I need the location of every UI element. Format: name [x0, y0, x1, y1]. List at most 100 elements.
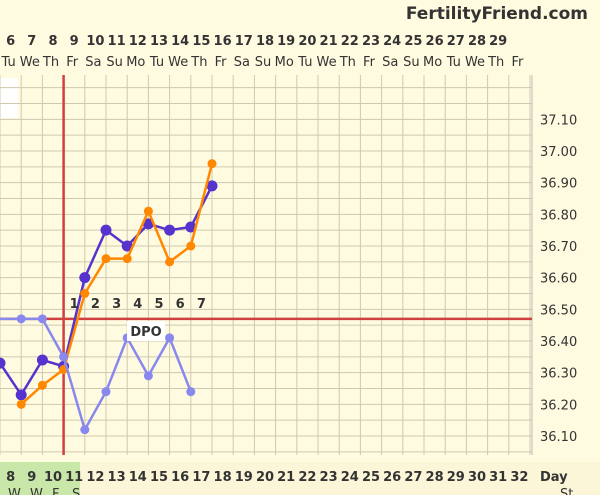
- series-0-point: [15, 389, 27, 401]
- cycle-day-label: 13: [150, 34, 168, 49]
- weekday-label: Tu: [446, 55, 461, 70]
- series-2-point: [165, 333, 175, 343]
- series-2-point: [143, 371, 153, 381]
- date-label: 10: [44, 470, 62, 485]
- weekday-label: Fr: [363, 55, 376, 70]
- y-tick-label: 36.80: [540, 208, 577, 223]
- cycle-day-label: 6: [6, 34, 15, 49]
- cycle-day-label: 24: [383, 34, 401, 49]
- series-1-point: [80, 289, 90, 298]
- date-label: 19: [235, 470, 253, 485]
- series-0-point: [79, 272, 91, 284]
- plot-area: [0, 75, 532, 455]
- weekday-label: Th: [42, 55, 59, 70]
- cycle-day-label: 9: [70, 34, 79, 49]
- date-label: 26: [383, 470, 401, 485]
- cycle-day-label: 12: [129, 34, 147, 49]
- y-tick-label: 36.70: [540, 240, 577, 255]
- date-label: 11: [65, 470, 83, 485]
- cycle-day-label: 8: [48, 34, 57, 49]
- series-1-point: [101, 254, 111, 264]
- cycle-day-label: 7: [27, 34, 36, 49]
- weekday-label: Mo: [275, 55, 294, 70]
- weekday-label: Fr: [511, 55, 524, 70]
- cycle-day-label: 23: [362, 34, 380, 49]
- cycle-day-label: 21: [320, 34, 338, 49]
- weekday-label: Su: [403, 55, 420, 70]
- series-2-point: [16, 314, 26, 324]
- cycle-day-label: 18: [256, 34, 274, 49]
- y-tick-label: 37.00: [540, 145, 577, 160]
- cycle-day-label: 25: [404, 34, 422, 49]
- date-label: 13: [108, 470, 126, 485]
- date-label: 23: [320, 470, 338, 485]
- series-1-point: [37, 380, 47, 390]
- series-1-point: [143, 206, 153, 216]
- series-2-point: [37, 314, 47, 324]
- y-tick-label: 36.10: [540, 430, 577, 445]
- cycle-day-label: 16: [214, 34, 232, 49]
- series-0-point: [185, 221, 197, 233]
- series-0-point: [164, 224, 176, 236]
- cropped-row-label: S: [72, 487, 80, 495]
- weekday-label: Sa: [382, 55, 398, 70]
- weekday-label: We: [465, 55, 485, 70]
- date-label: 25: [362, 470, 380, 485]
- brand-logo: FertilityFriend.com: [406, 4, 588, 24]
- dpo-number: 3: [112, 297, 121, 312]
- dpo-number: 4: [133, 297, 142, 312]
- y-tick-label: 36.30: [540, 367, 577, 382]
- date-label: 27: [404, 470, 422, 485]
- date-label: 29: [447, 470, 465, 485]
- y-tick-label: 36.20: [540, 398, 577, 413]
- weekday-label: Sa: [234, 55, 250, 70]
- weekday-label: Th: [339, 55, 356, 70]
- weekday-label: Tu: [297, 55, 312, 70]
- weekday-label: Mo: [423, 55, 442, 70]
- series-0-point: [206, 180, 218, 192]
- series-1-point: [16, 399, 26, 409]
- weekday-label: Tu: [149, 55, 164, 70]
- series-1-point: [186, 241, 196, 251]
- weekday-label: Tu: [0, 55, 15, 70]
- cycle-day-label: 11: [108, 34, 126, 49]
- series-2-line: [0, 317, 192, 431]
- series-2-point: [186, 387, 196, 397]
- y-tick-label: 37.10: [540, 113, 577, 128]
- date-label: 14: [129, 470, 147, 485]
- series-1-point: [165, 257, 175, 267]
- date-label: 16: [171, 470, 189, 485]
- y-tick-label: 36.90: [540, 177, 577, 192]
- weekday-label: Fr: [215, 55, 228, 70]
- series-1-point: [207, 159, 217, 169]
- day-label: Day: [540, 470, 568, 485]
- date-strip: [0, 462, 600, 495]
- date-label: 9: [27, 470, 36, 485]
- dpo-number: 5: [154, 297, 163, 312]
- weekday-label: Sa: [85, 55, 101, 70]
- cropped-row-label: F: [52, 487, 59, 495]
- y-tick-label: 36.60: [540, 272, 577, 287]
- cropped-row-label: W: [30, 487, 43, 495]
- weekday-label: Su: [106, 55, 123, 70]
- weekday-label: Th: [487, 55, 504, 70]
- dpo-label: DPO: [130, 325, 161, 340]
- date-label: 30: [468, 470, 486, 485]
- cycle-day-label: 10: [86, 34, 104, 49]
- cycle-day-label: 27: [447, 34, 465, 49]
- dpo-label-bg: [127, 321, 165, 341]
- series-0-point: [121, 240, 133, 252]
- dpo-number: 6: [176, 297, 185, 312]
- date-label: 20: [256, 470, 274, 485]
- weekday-label: We: [317, 55, 337, 70]
- series-0-point: [142, 218, 154, 230]
- date-label: 24: [341, 470, 359, 485]
- dpo-number: 7: [197, 297, 206, 312]
- date-label: 22: [298, 470, 316, 485]
- series-0-point: [0, 357, 6, 369]
- cycle-day-label: 15: [192, 34, 210, 49]
- dpo-number: 2: [91, 297, 100, 312]
- date-label: 18: [214, 470, 232, 485]
- weekday-label: We: [20, 55, 40, 70]
- series-1-line: [20, 163, 214, 406]
